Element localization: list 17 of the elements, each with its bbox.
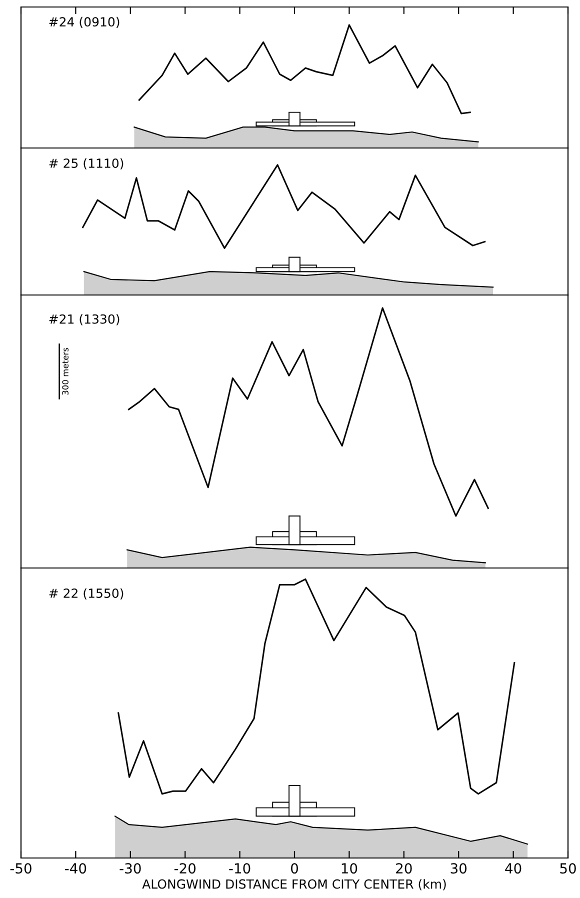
x-tick-label: -20	[174, 863, 196, 874]
x-tick-label: 30	[450, 863, 467, 874]
x-tick-label: 40	[505, 863, 522, 874]
text: # 22 (1550)	[49, 588, 124, 600]
x-tick-label: -50	[10, 863, 32, 874]
x-tick-label: -30	[120, 863, 141, 874]
chart-title: #21 (1330)	[49, 314, 120, 326]
annotation: 300 meters	[62, 348, 68, 395]
x-tick-label: -40	[65, 863, 86, 874]
x-tick-label: 10	[342, 863, 358, 874]
x-tick-label: 20	[396, 863, 412, 874]
x-tick-label: 0	[290, 863, 298, 874]
x-tick-label: 50	[560, 863, 576, 874]
x-tick-label: -10	[229, 863, 250, 874]
chart-title: # 25 (1110)	[49, 158, 124, 170]
chart-title: #24 (0910)	[49, 16, 120, 28]
x-axis-title: ALONGWIND DISTANCE FROM CITY CENTER (km)	[142, 879, 446, 890]
